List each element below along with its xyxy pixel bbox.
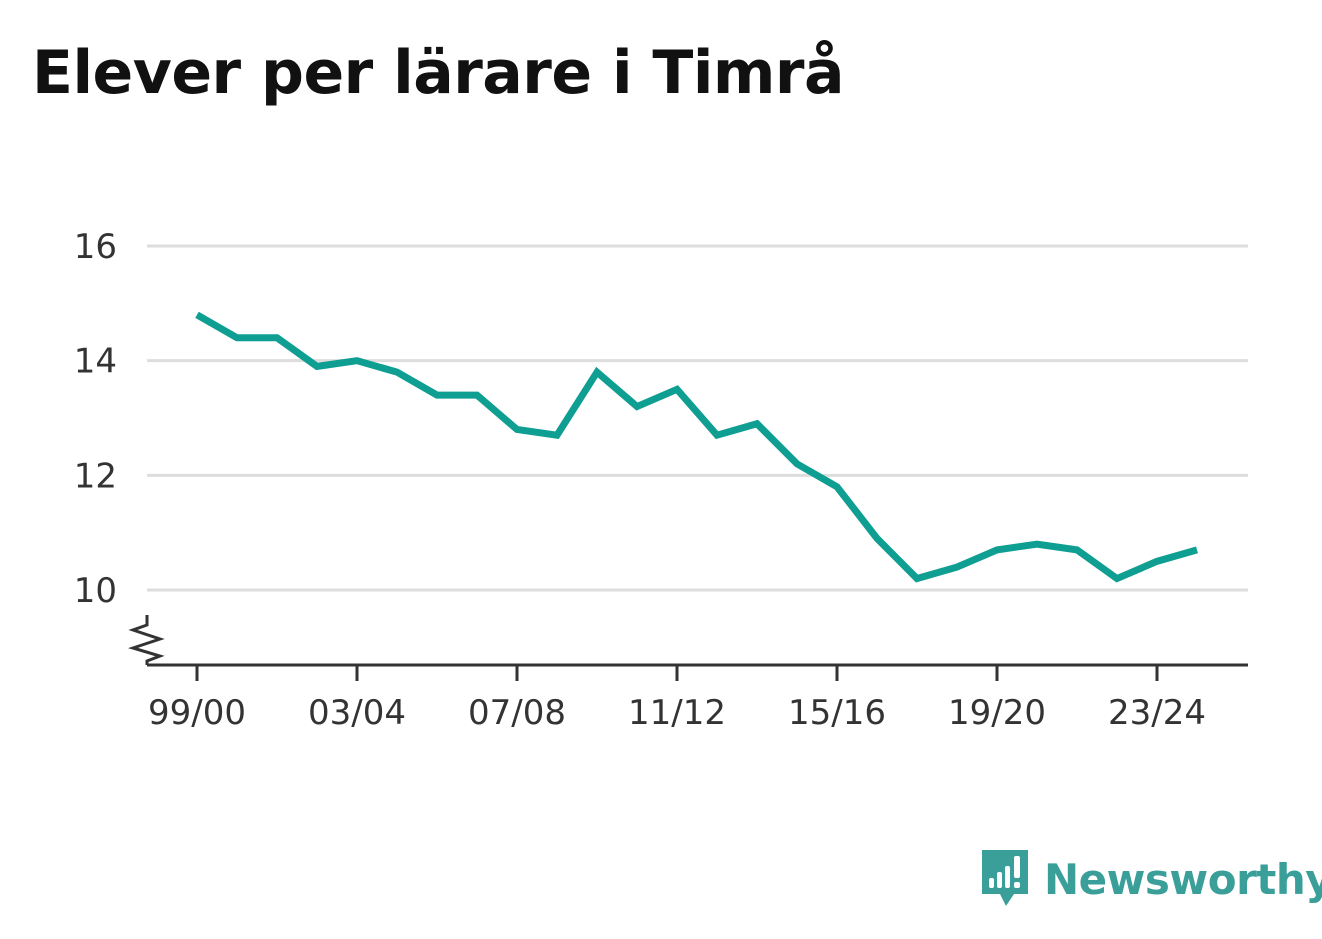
series-line (195, 311, 1198, 583)
brand-name: Newsworthy (1044, 854, 1322, 904)
x-tick-label: 23/24 (1108, 693, 1206, 733)
x-tick-label: 07/08 (468, 693, 566, 733)
y-tick-label: 10 (74, 571, 117, 611)
chart-title: Elever per lärare i Timrå (32, 38, 845, 108)
x-tick-label: 03/04 (308, 693, 406, 733)
x-tick-label: 99/00 (148, 693, 246, 733)
y-tick-label: 12 (74, 456, 117, 496)
newsworthy-logo-icon (982, 850, 1028, 906)
x-tick-label: 11/12 (628, 693, 726, 733)
x-tick-label: 19/20 (948, 693, 1046, 733)
brand-logo: Newsworthy (980, 848, 1322, 910)
y-tick-label: 16 (74, 227, 117, 267)
x-tick-label: 15/16 (788, 693, 886, 733)
y-tick-label: 14 (74, 342, 117, 382)
y-axis-break-icon (128, 615, 165, 665)
